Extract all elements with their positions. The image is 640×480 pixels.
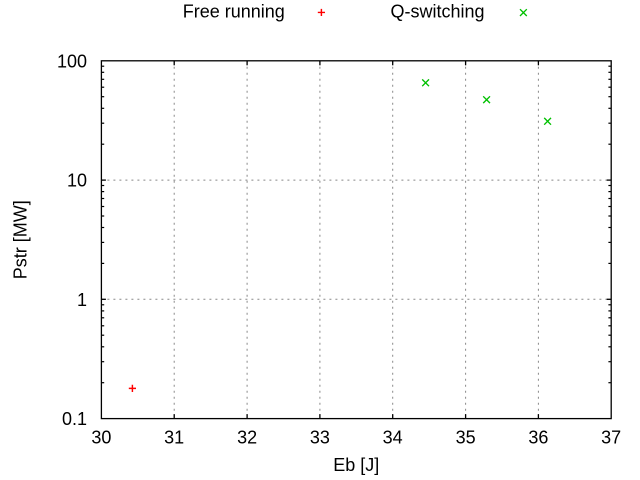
svg-text:10: 10 xyxy=(67,171,87,191)
svg-text:32: 32 xyxy=(237,428,257,448)
svg-text:31: 31 xyxy=(164,428,184,448)
svg-text:36: 36 xyxy=(528,428,548,448)
svg-text:Eb [J]: Eb [J] xyxy=(333,455,379,475)
svg-text:34: 34 xyxy=(383,428,403,448)
svg-text:1: 1 xyxy=(77,290,87,310)
svg-text:100: 100 xyxy=(57,51,87,71)
svg-text:30: 30 xyxy=(91,428,111,448)
svg-text:33: 33 xyxy=(310,428,330,448)
svg-text:0.1: 0.1 xyxy=(62,409,87,429)
svg-text:Pstr [MW]: Pstr [MW] xyxy=(11,200,31,279)
svg-text:Q-switching: Q-switching xyxy=(390,2,484,22)
svg-text:35: 35 xyxy=(456,428,476,448)
svg-text:Free running: Free running xyxy=(183,2,285,22)
svg-text:37: 37 xyxy=(601,428,621,448)
